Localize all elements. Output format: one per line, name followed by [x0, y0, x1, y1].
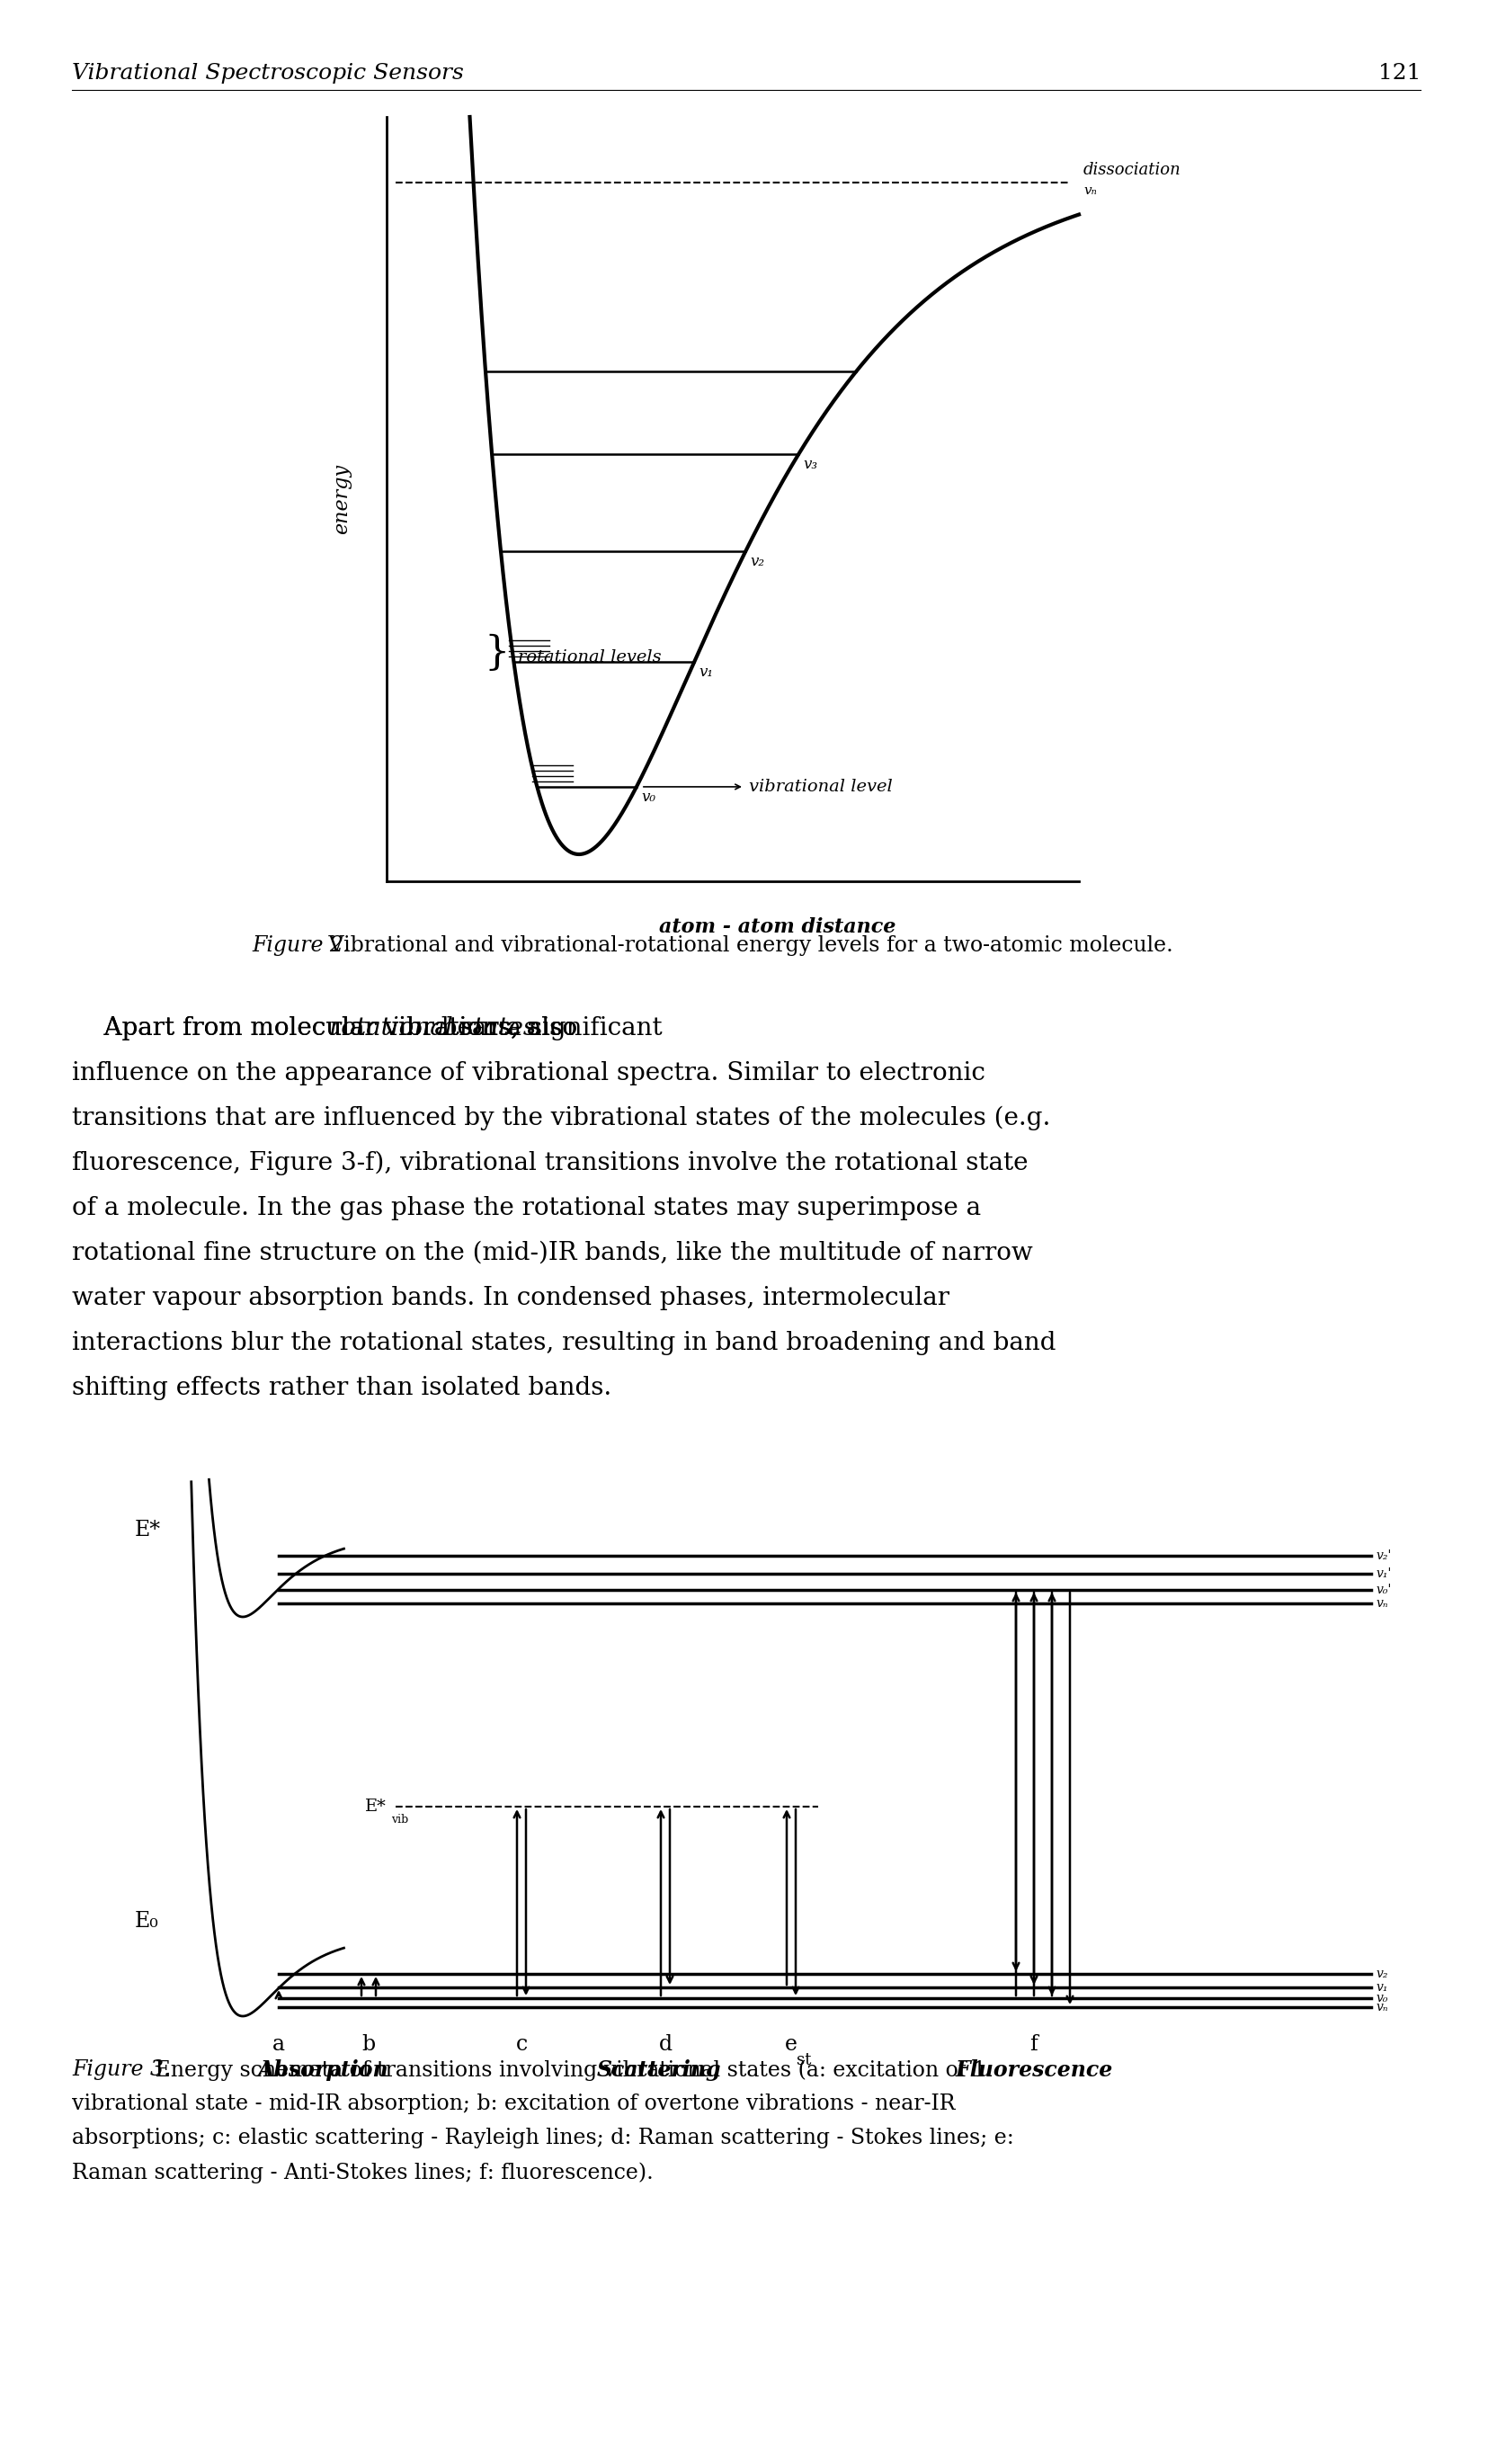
Text: v₂: v₂	[750, 554, 763, 569]
Text: absorptions; c: elastic scattering - Rayleigh lines; d: Raman scattering - Stoke: absorptions; c: elastic scattering - Ray…	[71, 2129, 1013, 2149]
Text: fluorescence, Figure 3-f), vibrational transitions involve the rotational state: fluorescence, Figure 3-f), vibrational t…	[71, 1151, 1028, 1175]
Text: v₁: v₁	[1375, 1981, 1387, 1993]
Text: Scattering: Scattering	[597, 2060, 722, 2082]
Text: vib: vib	[391, 1814, 408, 1826]
Text: energy: energy	[332, 463, 351, 535]
Text: rotational fine structure on the (mid-)IR bands, like the multitude of narrow: rotational fine structure on the (mid-)I…	[71, 1242, 1033, 1266]
Text: vibrational level: vibrational level	[748, 779, 891, 796]
Text: }: }	[484, 633, 509, 673]
Text: e: e	[784, 2035, 798, 2055]
Text: vₙ: vₙ	[1375, 1597, 1387, 1609]
Text: Apart from molecular vibrations, also: Apart from molecular vibrations, also	[71, 1015, 585, 1040]
Text: Figure 3.: Figure 3.	[71, 2060, 170, 2080]
Text: atom - atom distance: atom - atom distance	[659, 917, 896, 936]
Text: rotational levels: rotational levels	[518, 650, 662, 665]
Text: vibrational state - mid-IR absorption; b: excitation of overtone vibrations - ne: vibrational state - mid-IR absorption; b…	[71, 2094, 955, 2114]
Text: b: b	[362, 2035, 375, 2055]
Text: Vibrational and vibrational-rotational energy levels for a two-atomic molecule.: Vibrational and vibrational-rotational e…	[321, 936, 1173, 956]
Text: water vapour absorption bands. In condensed phases, intermolecular: water vapour absorption bands. In conden…	[71, 1286, 949, 1311]
Text: transitions that are influenced by the vibrational states of the molecules (e.g.: transitions that are influenced by the v…	[71, 1106, 1051, 1131]
Text: rotational states: rotational states	[329, 1015, 536, 1040]
Text: bear a significant: bear a significant	[433, 1015, 662, 1040]
Text: Energy schemata of transitions involving vibrational states (a: excitation of 1: Energy schemata of transitions involving…	[149, 2060, 987, 2080]
Text: d: d	[658, 2035, 671, 2055]
Text: v₂: v₂	[1375, 1969, 1387, 1981]
Text: v₁: v₁	[698, 665, 713, 680]
Text: v₀: v₀	[641, 788, 655, 806]
Text: a: a	[272, 2035, 284, 2055]
Text: 121: 121	[1376, 64, 1420, 84]
Text: interactions blur the rotational states, resulting in band broadening and band: interactions blur the rotational states,…	[71, 1331, 1055, 1355]
Text: v₁': v₁'	[1375, 1567, 1390, 1579]
Text: E*: E*	[365, 1799, 387, 1814]
Text: f: f	[1030, 2035, 1037, 2055]
Text: c: c	[515, 2035, 527, 2055]
Text: st: st	[796, 2053, 811, 2067]
Text: Raman scattering - Anti-Stokes lines; f: fluorescence).: Raman scattering - Anti-Stokes lines; f:…	[71, 2161, 653, 2183]
Text: vₙ: vₙ	[1375, 2001, 1387, 2013]
Text: v₀': v₀'	[1375, 1584, 1390, 1597]
Text: Absorption: Absorption	[257, 2060, 388, 2082]
Text: v₂': v₂'	[1375, 1550, 1390, 1562]
Text: E*: E*	[135, 1520, 161, 1540]
Text: Fluorescence: Fluorescence	[955, 2060, 1112, 2082]
Text: dissociation: dissociation	[1083, 163, 1180, 177]
Text: of a molecule. In the gas phase the rotational states may superimpose a: of a molecule. In the gas phase the rota…	[71, 1195, 981, 1220]
Text: influence on the appearance of vibrational spectra. Similar to electronic: influence on the appearance of vibration…	[71, 1062, 985, 1087]
Text: E₀: E₀	[135, 1912, 159, 1932]
Text: Apart from molecular vibrations, also: Apart from molecular vibrations, also	[71, 1015, 585, 1040]
Text: shifting effects rather than isolated bands.: shifting effects rather than isolated ba…	[71, 1375, 612, 1400]
Text: v₃: v₃	[802, 458, 817, 473]
Text: vₙ: vₙ	[1083, 185, 1097, 197]
Text: Vibrational Spectroscopic Sensors: Vibrational Spectroscopic Sensors	[71, 64, 464, 84]
Text: v₀: v₀	[1375, 1991, 1387, 2006]
Text: Figure 2.: Figure 2.	[251, 936, 350, 956]
